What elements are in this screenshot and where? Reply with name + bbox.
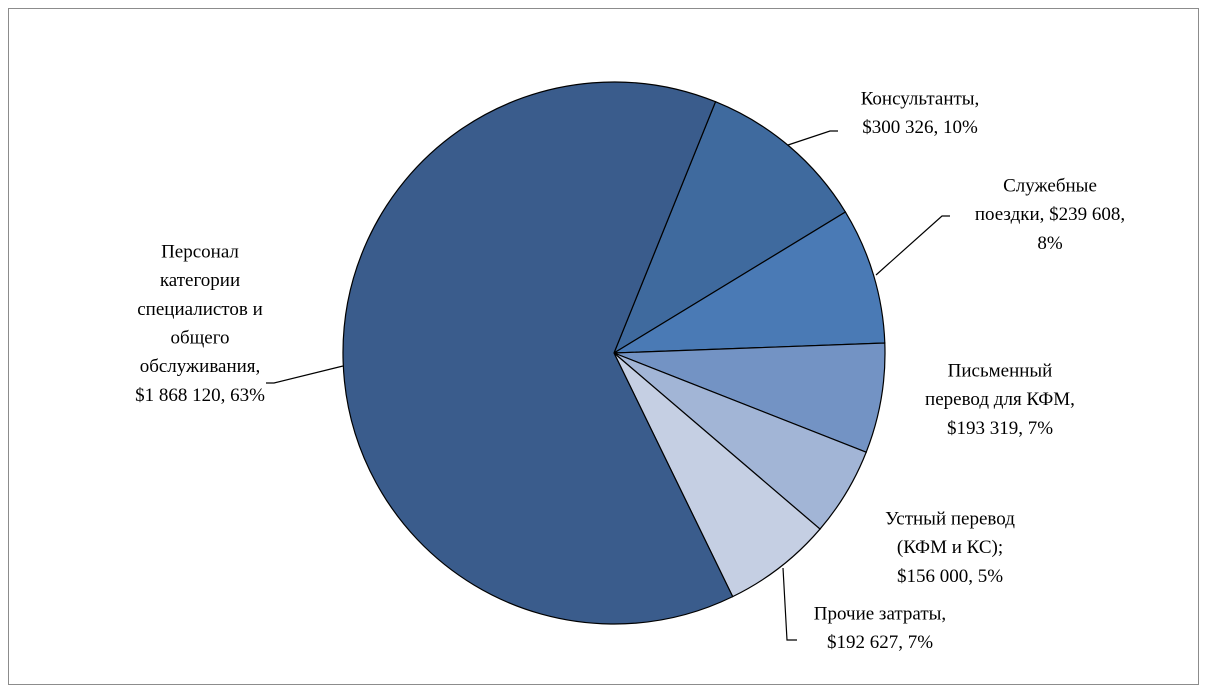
slice-label: Письменный — [948, 360, 1053, 381]
slice-label: поездки, $239 608, — [975, 204, 1125, 225]
slice-label: категории — [160, 270, 240, 291]
slice-label: Персонал — [161, 241, 239, 262]
leader-line — [875, 215, 950, 276]
slice-label: Консультанты, — [861, 88, 980, 109]
slice-label: Устный перевод — [885, 508, 1015, 529]
slice-label: специалистов и — [137, 299, 263, 320]
slice-label: $300 326, 10% — [862, 117, 978, 138]
leader-lines — [266, 130, 950, 641]
leader-line — [787, 130, 838, 146]
slice-label: Служебные — [1003, 175, 1097, 196]
pie-slice — [612, 100, 847, 355]
slice-label: перевод для КФМ, — [925, 389, 1075, 410]
leader-line — [266, 365, 344, 384]
pie-slice — [342, 81, 734, 625]
leader-line — [782, 567, 797, 641]
slice-label: $193 319, 7% — [947, 418, 1053, 439]
slice-label: Прочие затраты, — [814, 603, 946, 624]
slice-label: 8% — [1037, 233, 1063, 254]
slice-label: $156 000, 5% — [897, 566, 1003, 587]
slice-label: обслуживания, — [140, 356, 261, 377]
slice-label: общего — [170, 327, 229, 348]
slice-label: (КФМ и КС); — [897, 537, 1003, 558]
pie-slice — [613, 352, 821, 598]
slice-label: $1 868 120, 63% — [135, 385, 265, 406]
pie-slice — [611, 211, 886, 354]
pie-slice — [613, 342, 886, 454]
slices — [342, 81, 886, 625]
slice-label: $192 627, 7% — [827, 632, 933, 653]
